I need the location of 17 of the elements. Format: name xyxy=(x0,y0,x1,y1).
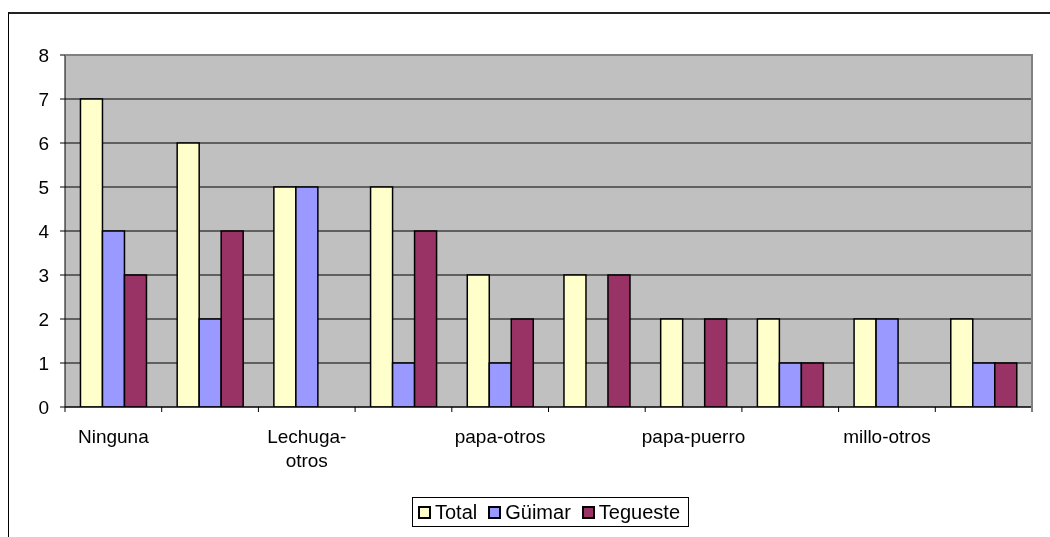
y-tick-label: 4 xyxy=(38,220,50,242)
y-tick-label: 2 xyxy=(38,308,49,330)
y-tick-label: 8 xyxy=(38,44,49,66)
x-tick-label: Ninguna xyxy=(77,426,150,447)
x-tick-label: papa-otros xyxy=(454,426,546,447)
x-tick-label: millo-otros xyxy=(843,426,931,447)
x-tick-label: Lechuga-otros xyxy=(267,426,347,471)
legend-label: Güimar xyxy=(505,500,571,524)
y-tick-label: 0 xyxy=(38,396,49,418)
legend-label: Total xyxy=(435,500,478,524)
y-tick-label: 6 xyxy=(38,132,49,154)
y-tick-label: 1 xyxy=(38,352,49,374)
legend-label: Tegueste xyxy=(598,500,680,524)
y-tick-label: 7 xyxy=(38,88,49,110)
x-tick-label: papa-puerro xyxy=(641,426,746,447)
y-tick-label: 5 xyxy=(38,176,49,198)
y-tick-label: 3 xyxy=(38,264,49,286)
